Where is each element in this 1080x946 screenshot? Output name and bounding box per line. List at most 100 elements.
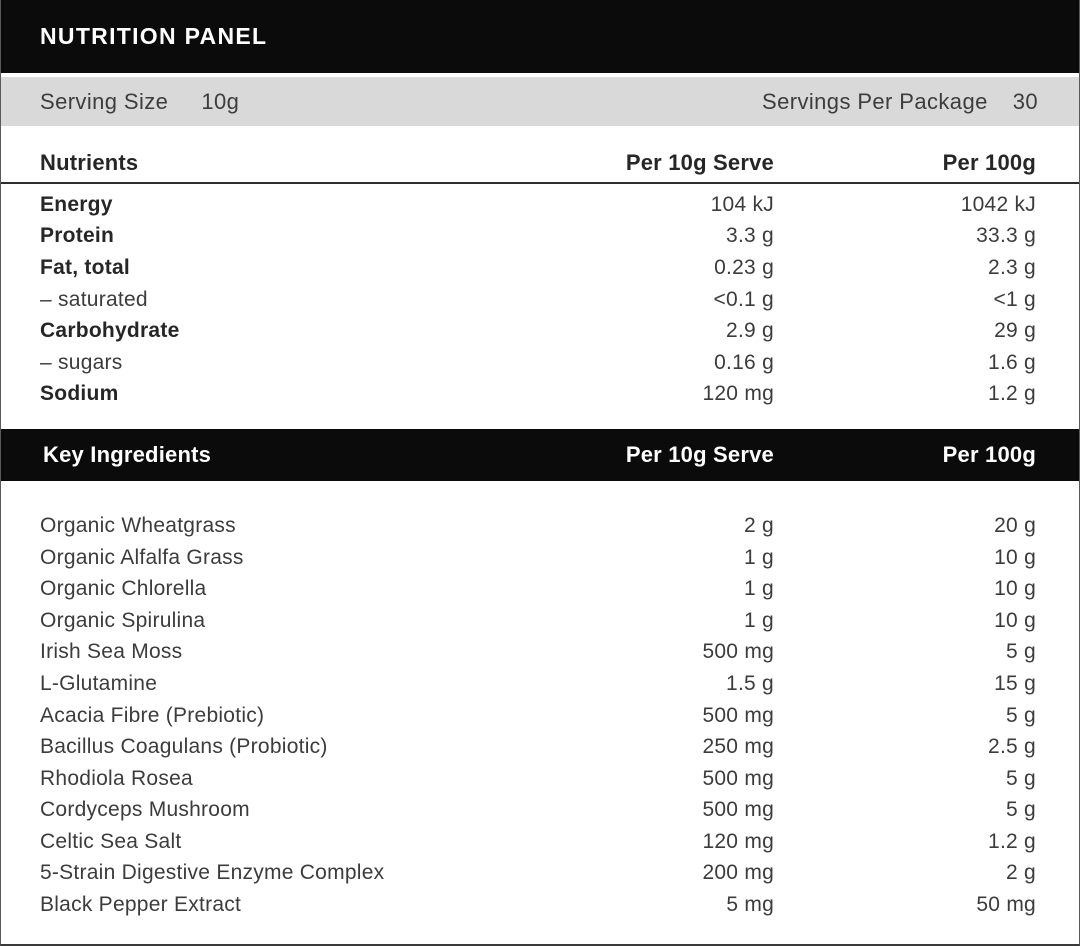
ingredient-per-serve-value: 500 mg	[702, 703, 774, 727]
ingredient-label: Irish Sea Moss	[40, 640, 183, 664]
ingredient-per-100g-value: 10 g	[994, 577, 1036, 601]
serving-size-value: 10g	[201, 88, 240, 114]
servings-per-package: Servings Per Package 30	[762, 89, 1038, 115]
table-row: Acacia Fibre (Prebiotic) 500 mg 5 g	[1, 700, 1079, 732]
ingredient-per-serve-value: 5 mg	[726, 893, 774, 917]
ingredient-label: Organic Spirulina	[40, 608, 206, 632]
table-row: Organic Alfalfa Grass 1 g 10 g	[1, 542, 1079, 574]
table-row: Irish Sea Moss 500 mg 5 g	[1, 637, 1079, 669]
table-row: Rhodiola Rosea 500 mg 5 g	[1, 763, 1079, 795]
ingredient-per-serve-value: 1.5 g	[726, 671, 774, 695]
nutrient-per-serve-value: 0.16 g	[714, 350, 774, 374]
nutrient-sublabel: – saturated	[40, 287, 148, 311]
ingredient-per-serve-value: 120 mg	[702, 829, 774, 853]
ingredient-per-serve-value: 500 mg	[702, 798, 774, 822]
per-100g-column-header: Per 100g	[942, 442, 1036, 468]
nutrient-per-serve-value: 3.3 g	[726, 224, 774, 248]
panel-title: NUTRITION PANEL	[40, 23, 268, 49]
table-row: – sugars 0.16 g 1.6 g	[1, 347, 1079, 379]
ingredient-per-100g-value: 10 g	[994, 608, 1036, 632]
ingredient-per-100g-value: 2 g	[1006, 861, 1036, 885]
nutrient-per-serve-value: 0.23 g	[714, 255, 774, 279]
ingredient-per-serve-value: 2 g	[744, 513, 774, 537]
table-row: Energy 104 kJ 1042 kJ	[1, 189, 1079, 221]
servings-per-package-label: Servings Per Package	[762, 88, 988, 114]
ingredient-per-100g-value: 5 g	[1006, 798, 1036, 822]
serving-bar: Serving Size 10g Servings Per Package 30	[1, 77, 1079, 126]
nutrient-per-100g-value: 1.6 g	[988, 350, 1036, 374]
ingredient-per-100g-value: 10 g	[994, 545, 1036, 569]
table-row: Cordyceps Mushroom 500 mg 5 g	[1, 795, 1079, 827]
ingredient-per-100g-value: 5 g	[1006, 766, 1036, 790]
nutrient-label: Carbohydrate	[40, 319, 180, 343]
ingredient-label: Organic Alfalfa Grass	[40, 545, 244, 569]
nutrient-label: Fat, total	[40, 255, 130, 279]
ingredient-label: Celtic Sea Salt	[40, 829, 182, 853]
serving-size-label: Serving Size	[40, 88, 169, 114]
key-ingredients-bar: Key Ingredients Per 10g Serve Per 100g	[1, 429, 1079, 482]
ingredient-label: L-Glutamine	[40, 671, 158, 695]
nutrient-sublabel: – sugars	[40, 350, 123, 374]
nutrients-section: Nutrients Per 10g Serve Per 100g Energy …	[1, 143, 1079, 410]
ingredient-label: Cordyceps Mushroom	[40, 798, 250, 822]
ingredient-label: Organic Wheatgrass	[40, 513, 236, 537]
nutrient-per-serve-value: 2.9 g	[726, 319, 774, 343]
ingredient-label: 5-Strain Digestive Enzyme Complex	[40, 861, 385, 885]
nutrient-per-100g-value: 29 g	[994, 319, 1036, 343]
nutrients-header-row: Nutrients Per 10g Serve Per 100g	[1, 143, 1079, 184]
nutrient-per-serve-value: <0.1 g	[713, 287, 774, 311]
table-row: Fat, total 0.23 g 2.3 g	[1, 252, 1079, 284]
ingredient-per-serve-value: 1 g	[744, 545, 774, 569]
table-row: Organic Spirulina 1 g 10 g	[1, 605, 1079, 637]
nutrient-per-100g-value: 1042 kJ	[960, 192, 1036, 216]
ingredient-per-100g-value: 5 g	[1006, 703, 1036, 727]
table-row: 5-Strain Digestive Enzyme Complex 200 mg…	[1, 858, 1079, 890]
nutrient-per-100g-value: 2.3 g	[988, 255, 1036, 279]
table-row: Sodium 120 mg 1.2 g	[1, 379, 1079, 411]
table-row: Carbohydrate 2.9 g 29 g	[1, 315, 1079, 347]
table-row: Organic Chlorella 1 g 10 g	[1, 573, 1079, 605]
servings-per-package-value: 30	[1012, 88, 1038, 114]
nutrient-label: Protein	[40, 224, 115, 248]
nutrient-per-serve-value: 104 kJ	[710, 192, 774, 216]
per-serve-column-header: Per 10g Serve	[625, 442, 774, 468]
ingredient-per-serve-value: 500 mg	[702, 766, 774, 790]
nutrients-column-header: Nutrients	[40, 149, 139, 175]
title-bar: NUTRITION PANEL	[1, 0, 1079, 73]
ingredient-label: Bacillus Coagulans (Probiotic)	[40, 735, 328, 759]
ingredient-per-serve-value: 1 g	[744, 608, 774, 632]
ingredient-per-100g-value: 1.2 g	[988, 829, 1036, 853]
ingredient-per-serve-value: 1 g	[744, 577, 774, 601]
ingredient-per-serve-value: 250 mg	[702, 735, 774, 759]
ingredient-label: Acacia Fibre (Prebiotic)	[40, 703, 265, 727]
nutrient-label: Sodium	[40, 382, 119, 406]
ingredient-per-100g-value: 15 g	[994, 671, 1036, 695]
per-100g-column-header: Per 100g	[942, 149, 1036, 175]
table-row: Black Pepper Extract 5 mg 50 mg	[1, 889, 1079, 921]
ingredient-per-100g-value: 50 mg	[976, 893, 1036, 917]
nutrient-per-100g-value: 33.3 g	[976, 224, 1036, 248]
per-serve-column-header: Per 10g Serve	[625, 149, 774, 175]
ingredient-label: Black Pepper Extract	[40, 893, 242, 917]
nutrient-per-100g-value: <1 g	[993, 287, 1036, 311]
nutrient-label: Energy	[40, 192, 113, 216]
key-ingredients-column-header: Key Ingredients	[43, 442, 212, 468]
ingredients-table: Organic Wheatgrass 2 g 20 g Organic Alfa…	[1, 510, 1079, 921]
ingredient-per-100g-value: 5 g	[1006, 640, 1036, 664]
serving-size: Serving Size 10g	[40, 89, 239, 115]
ingredient-label: Organic Chlorella	[40, 577, 207, 601]
table-row: Celtic Sea Salt 120 mg 1.2 g	[1, 826, 1079, 858]
table-row: Protein 3.3 g 33.3 g	[1, 221, 1079, 253]
nutrient-per-100g-value: 1.2 g	[988, 382, 1036, 406]
table-row: – saturated <0.1 g <1 g	[1, 284, 1079, 316]
ingredient-per-serve-value: 200 mg	[702, 861, 774, 885]
nutrient-per-serve-value: 120 mg	[702, 382, 774, 406]
ingredient-per-100g-value: 2.5 g	[988, 735, 1036, 759]
nutrients-table: Energy 104 kJ 1042 kJ Protein 3.3 g 33.3…	[1, 189, 1079, 410]
ingredient-per-100g-value: 20 g	[994, 513, 1036, 537]
ingredient-label: Rhodiola Rosea	[40, 766, 193, 790]
ingredient-per-serve-value: 500 mg	[702, 640, 774, 664]
table-row: Organic Wheatgrass 2 g 20 g	[1, 510, 1079, 542]
table-row: L-Glutamine 1.5 g 15 g	[1, 668, 1079, 700]
